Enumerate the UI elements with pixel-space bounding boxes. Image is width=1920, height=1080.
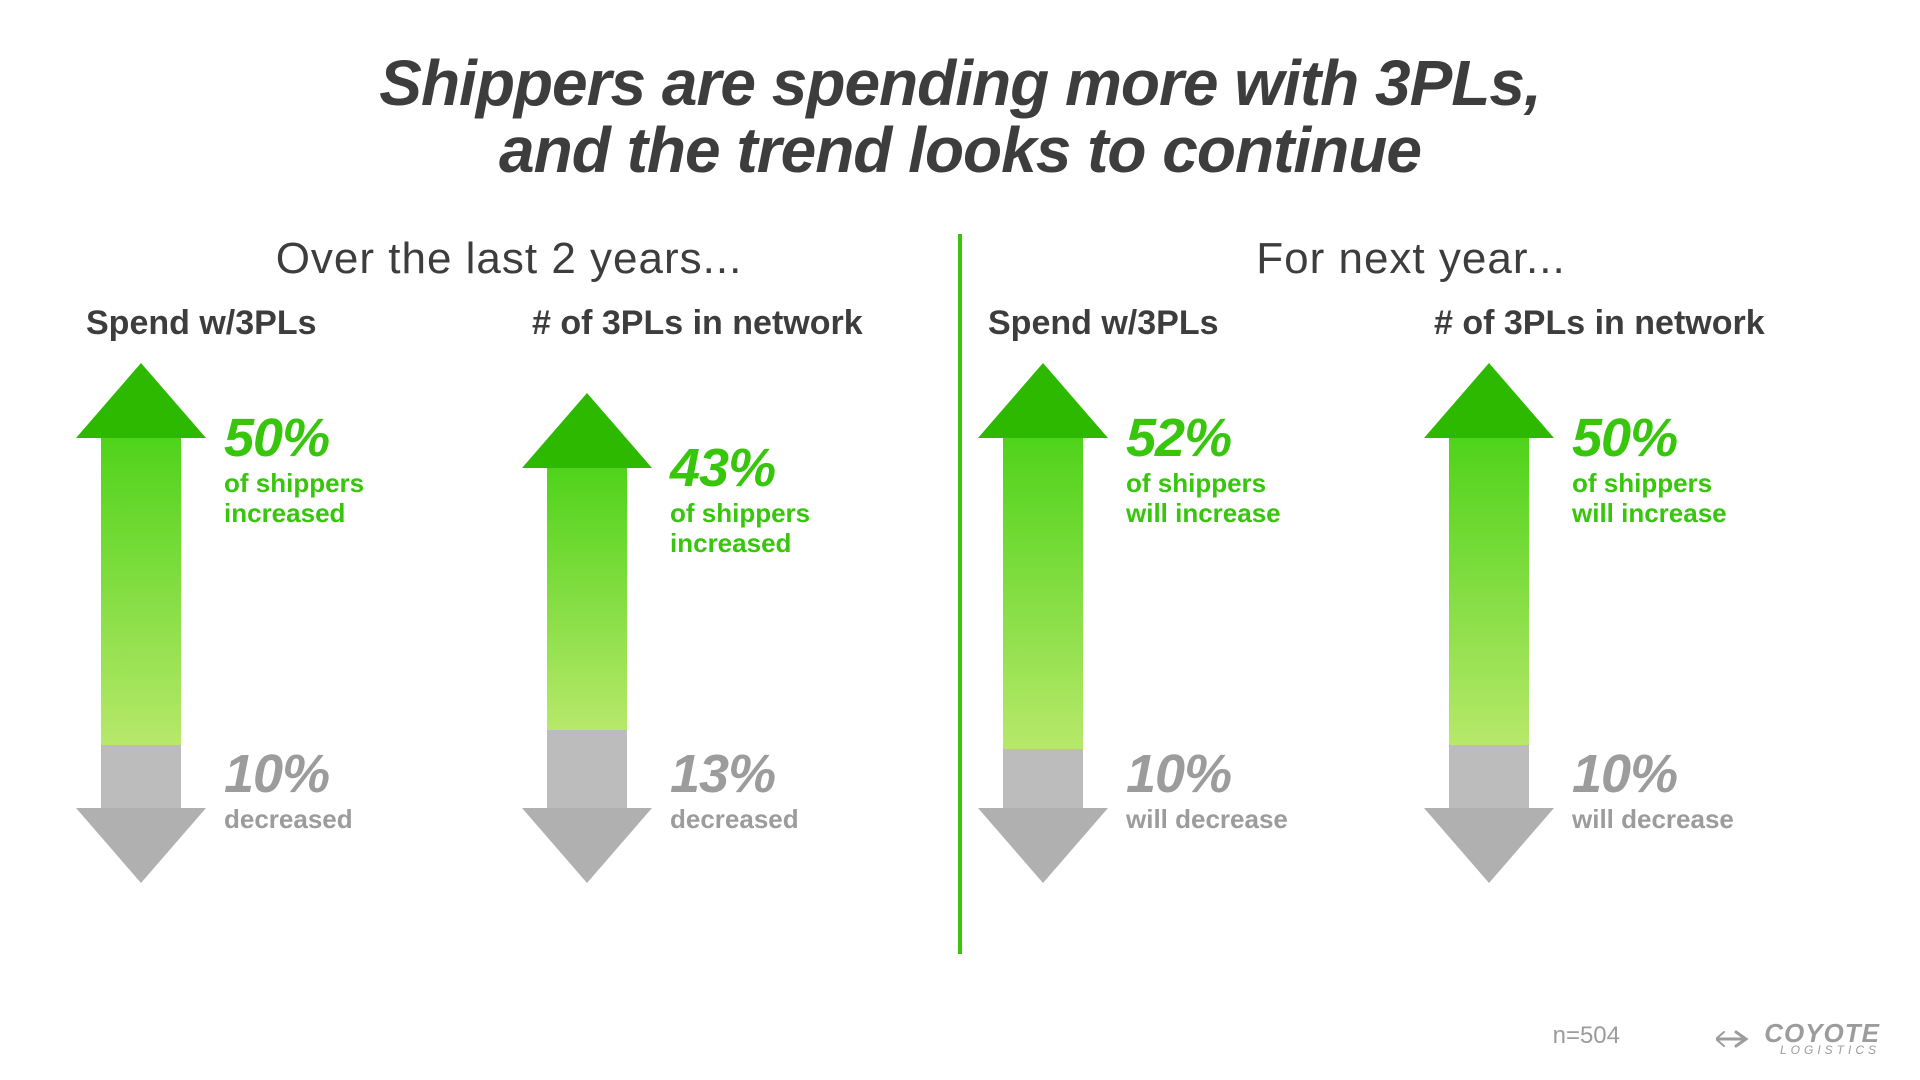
bot-sub: will decrease	[1126, 805, 1288, 835]
sample-size-footnote: n=504	[1553, 1022, 1620, 1050]
stat-top: 43% of shippersincreased	[670, 441, 810, 559]
bot-percent: 13%	[670, 747, 810, 801]
bot-sub: will decrease	[1572, 805, 1734, 835]
arrow-stat-past-spend: 50% of shippersincreased 10% decreased	[76, 363, 364, 883]
bot-percent: 10%	[224, 747, 364, 801]
arrow-stat-future-network: 50% of shipperswill increase 10% will de…	[1424, 363, 1734, 883]
logo-arrow-icon	[1716, 1024, 1756, 1054]
col-past-spend: Spend w/3PLs 50% of shippersincreased	[76, 304, 496, 883]
arrow-icon	[1424, 363, 1554, 883]
bot-percent: 10%	[1126, 747, 1288, 801]
stat-top: 50% of shippersincreased	[224, 411, 364, 529]
arrow-shaft	[101, 438, 181, 808]
bot-percent: 10%	[1572, 747, 1734, 801]
arrow-down-icon	[522, 808, 652, 883]
top-sub: of shippersincreased	[670, 499, 810, 559]
main-title: Shippers are spending more with 3PLs, an…	[0, 0, 1920, 204]
stat-stack: 43% of shippersincreased 13% decreased	[670, 393, 810, 883]
arrow-up-icon	[978, 363, 1108, 438]
panel-future: For next year... Spend w/3PLs 52% of shi…	[962, 204, 1860, 1024]
stat-top: 50% of shipperswill increase	[1572, 411, 1734, 529]
panel-future-columns: Spend w/3PLs 52% of shipperswill increas…	[962, 304, 1860, 883]
top-percent: 50%	[224, 411, 364, 465]
bot-sub: decreased	[224, 805, 364, 835]
col-label-past-network: # of 3PLs in network	[522, 304, 863, 343]
top-sub: of shipperswill increase	[1126, 469, 1288, 529]
top-percent: 43%	[670, 441, 810, 495]
col-future-spend: Spend w/3PLs 52% of shipperswill increas…	[978, 304, 1398, 883]
arrow-shaft	[547, 468, 627, 808]
arrow-icon	[76, 363, 206, 883]
logo-sub: LOGISTICS	[1764, 1045, 1880, 1056]
arrow-up-icon	[1424, 363, 1554, 438]
stat-bot: 10% will decrease	[1126, 747, 1288, 835]
panel-past: Over the last 2 years... Spend w/3PLs 50…	[60, 204, 958, 1024]
arrow-down-icon	[76, 808, 206, 883]
arrow-shaft	[1003, 438, 1083, 808]
col-label-past-spend: Spend w/3PLs	[76, 304, 317, 343]
top-percent: 52%	[1126, 411, 1288, 465]
col-label-future-spend: Spend w/3PLs	[978, 304, 1219, 343]
brand-logo: COYOTE LOGISTICS	[1716, 1022, 1880, 1056]
arrow-icon	[522, 393, 652, 883]
arrow-icon	[978, 363, 1108, 883]
top-sub: of shipperswill increase	[1572, 469, 1734, 529]
panels-container: Over the last 2 years... Spend w/3PLs 50…	[0, 204, 1920, 1024]
col-future-network: # of 3PLs in network 50% of shipperswill…	[1424, 304, 1844, 883]
arrow-down-icon	[1424, 808, 1554, 883]
stat-bot: 10% decreased	[224, 747, 364, 835]
logo-main: COYOTE	[1764, 1022, 1880, 1045]
arrow-stat-future-spend: 52% of shipperswill increase 10% will de…	[978, 363, 1288, 883]
arrow-up-icon	[522, 393, 652, 468]
col-past-network: # of 3PLs in network 43% of shippersincr…	[522, 304, 942, 883]
stat-bot: 10% will decrease	[1572, 747, 1734, 835]
panel-past-columns: Spend w/3PLs 50% of shippersincreased	[60, 304, 958, 883]
bot-sub: decreased	[670, 805, 810, 835]
arrow-down-icon	[978, 808, 1108, 883]
arrow-up-icon	[76, 363, 206, 438]
panel-heading-past: Over the last 2 years...	[276, 234, 743, 284]
stat-stack: 52% of shipperswill increase 10% will de…	[1126, 363, 1288, 883]
stat-stack: 50% of shippersincreased 10% decreased	[224, 363, 364, 883]
top-sub: of shippersincreased	[224, 469, 364, 529]
logo-text: COYOTE LOGISTICS	[1764, 1022, 1880, 1056]
col-label-future-network: # of 3PLs in network	[1424, 304, 1765, 343]
title-line-1: Shippers are spending more with 3PLs,	[379, 47, 1541, 119]
title-line-2: and the trend looks to continue	[499, 114, 1421, 186]
top-percent: 50%	[1572, 411, 1734, 465]
stat-top: 52% of shipperswill increase	[1126, 411, 1288, 529]
stat-stack: 50% of shipperswill increase 10% will de…	[1572, 363, 1734, 883]
arrow-stat-past-network: 43% of shippersincreased 13% decreased	[522, 393, 810, 883]
stat-bot: 13% decreased	[670, 747, 810, 835]
panel-heading-future: For next year...	[1256, 234, 1565, 284]
arrow-shaft	[1449, 438, 1529, 808]
